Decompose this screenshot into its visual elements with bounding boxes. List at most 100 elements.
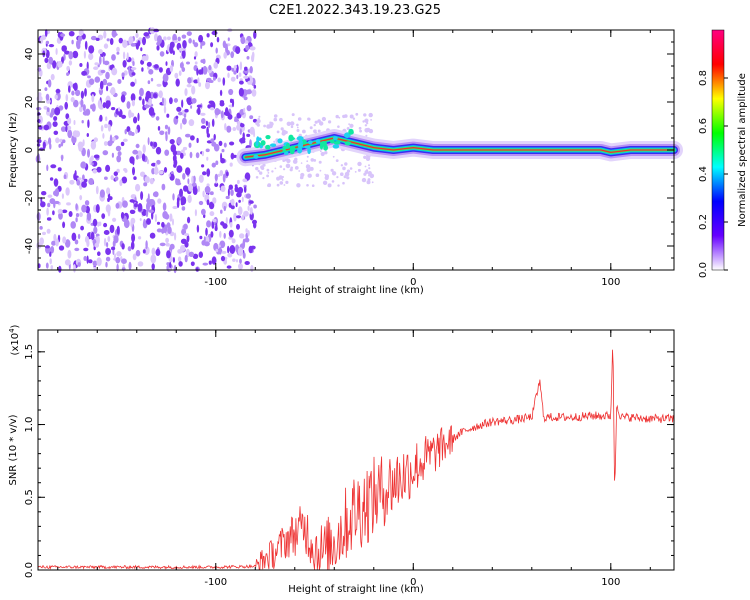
noise-speck (239, 233, 245, 239)
noise-speck (230, 76, 236, 82)
noise-speck (232, 127, 237, 131)
noise-speck (237, 121, 241, 126)
noise-speck (190, 105, 193, 109)
noise-speck (245, 228, 248, 233)
noise-speck (220, 209, 223, 214)
noise-speck (86, 133, 90, 137)
noise-speck (130, 217, 136, 225)
noise-speck (249, 66, 253, 74)
noise-speck (246, 105, 252, 112)
noise-speck (147, 193, 150, 203)
noise-speck (94, 62, 99, 66)
noise-speck (64, 101, 68, 110)
noise-speck (182, 173, 186, 180)
noise-speck (151, 112, 156, 116)
noise-speck (280, 127, 284, 131)
noise-speck (68, 60, 73, 66)
noise-speck (103, 222, 108, 228)
noise-speck (111, 67, 118, 76)
noise-speck (53, 116, 58, 121)
noise-speck (169, 213, 173, 222)
noise-speck (121, 176, 128, 184)
noise-speck (64, 259, 71, 266)
noise-speck (49, 198, 56, 205)
noise-speck (180, 201, 184, 206)
noise-speck (161, 97, 165, 105)
noise-speck (187, 178, 190, 185)
noise-speck (220, 255, 226, 262)
noise-speck (152, 191, 158, 197)
noise-speck (324, 175, 329, 181)
noise-speck (74, 247, 80, 252)
noise-speck (158, 90, 163, 99)
y-tick-label: 0.5 (24, 489, 35, 505)
noise-speck (58, 265, 62, 273)
noise-speck (49, 258, 52, 265)
noise-speck (181, 34, 187, 39)
noise-speck (239, 140, 246, 144)
noise-speck (367, 171, 372, 176)
noise-speck (279, 117, 283, 122)
noise-speck (273, 140, 276, 143)
noise-speck (210, 138, 215, 143)
noise-speck (44, 87, 48, 91)
noise-speck (209, 80, 214, 83)
noise-speck (247, 68, 251, 74)
noise-speck (262, 177, 265, 180)
signal-blob (297, 146, 303, 154)
noise-speck (211, 118, 215, 127)
noise-speck (230, 198, 235, 206)
noise-speck (178, 70, 182, 76)
noise-speck (268, 124, 273, 129)
noise-speck (109, 38, 114, 45)
noise-speck (91, 162, 94, 166)
noise-speck (153, 141, 158, 148)
noise-speck (240, 36, 246, 45)
noise-speck (44, 57, 49, 64)
noise-speck (227, 112, 231, 117)
noise-speck (349, 167, 353, 170)
noise-speck (165, 132, 168, 142)
noise-speck (138, 236, 142, 240)
noise-speck (219, 230, 222, 238)
noise-speck (187, 183, 194, 192)
noise-speck (55, 88, 61, 94)
noise-speck (92, 169, 98, 174)
noise-speck (180, 152, 184, 159)
noise-speck (176, 199, 180, 209)
noise-speck (77, 262, 81, 267)
noise-speck (99, 189, 105, 198)
snr-ticks: -100 0 100 0.0 0.5 1.0 1.5 (24, 330, 674, 588)
noise-speck (225, 217, 228, 225)
noise-speck (164, 124, 169, 130)
y-tick-label: 20 (24, 96, 35, 109)
noise-speck (129, 199, 135, 203)
noise-speck (209, 191, 214, 196)
noise-speck (71, 232, 77, 241)
noise-speck (177, 36, 181, 42)
noise-speck (311, 184, 315, 187)
noise-speck (83, 247, 89, 252)
noise-speck (302, 129, 306, 134)
noise-speck (332, 155, 335, 158)
noise-speck (156, 221, 161, 225)
noise-speck (54, 188, 60, 197)
noise-speck (54, 94, 58, 100)
noise-speck (238, 199, 241, 203)
signal-blob (308, 140, 313, 145)
noise-speck (135, 128, 138, 134)
noise-speck (129, 156, 135, 164)
noise-speck (276, 130, 280, 134)
noise-speck (192, 253, 199, 259)
noise-speck (159, 51, 165, 57)
noise-speck (256, 123, 260, 127)
noise-speck (206, 126, 209, 136)
noise-speck (253, 204, 257, 209)
noise-speck (213, 143, 220, 152)
noise-speck (122, 60, 127, 68)
noise-speck (338, 116, 341, 119)
noise-speck (59, 138, 64, 143)
noise-speck (283, 184, 286, 186)
noise-speck (130, 43, 136, 47)
noise-speck (202, 190, 205, 198)
